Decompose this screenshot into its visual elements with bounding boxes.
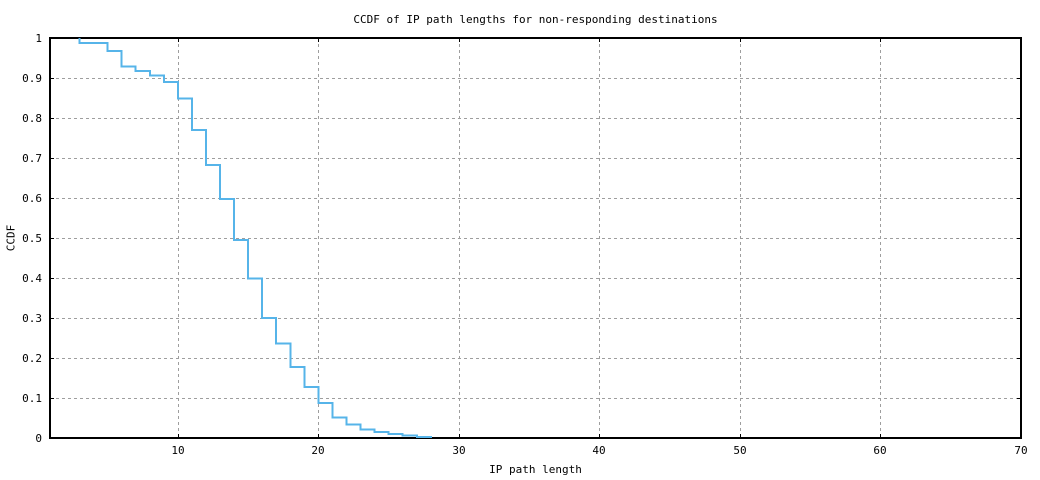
x-tick-label: 40 xyxy=(592,444,605,457)
chart-title: CCDF of IP path lengths for non-respondi… xyxy=(353,13,718,26)
x-tick-label: 10 xyxy=(171,444,184,457)
y-tick-labels: 0 0.1 0.2 0.3 0.4 0.5 0.6 0.7 0.8 0.9 1 xyxy=(22,32,42,445)
y-tick-label: 0.6 xyxy=(22,192,42,205)
y-tick-label: 0.7 xyxy=(22,152,42,165)
ccdf-curve xyxy=(78,38,432,438)
y-tick-label: 0.8 xyxy=(22,112,42,125)
y-tick-label: 0.2 xyxy=(22,352,42,365)
x-tick-label: 50 xyxy=(733,444,746,457)
y-axis-label: CCDF xyxy=(4,224,18,252)
y-tick-label: 0.4 xyxy=(22,272,42,285)
x-tick-label: 70 xyxy=(1014,444,1027,457)
x-tick-label: 20 xyxy=(311,444,324,457)
grid-lines xyxy=(50,38,1021,438)
y-tick-label: 0.5 xyxy=(22,232,42,245)
x-tick-label: 60 xyxy=(873,444,886,457)
y-tick-label: 0.9 xyxy=(22,72,42,85)
x-tick-labels: 10 20 30 40 50 60 70 xyxy=(171,444,1027,457)
tick-marks xyxy=(50,38,1022,439)
y-tick-label: 0 xyxy=(35,432,42,445)
y-tick-label: 0.1 xyxy=(22,392,42,405)
x-axis-label: IP path length xyxy=(489,463,582,476)
y-tick-label: 0.3 xyxy=(22,312,42,325)
x-tick-label: 30 xyxy=(452,444,465,457)
y-tick-label: 1 xyxy=(35,32,42,45)
